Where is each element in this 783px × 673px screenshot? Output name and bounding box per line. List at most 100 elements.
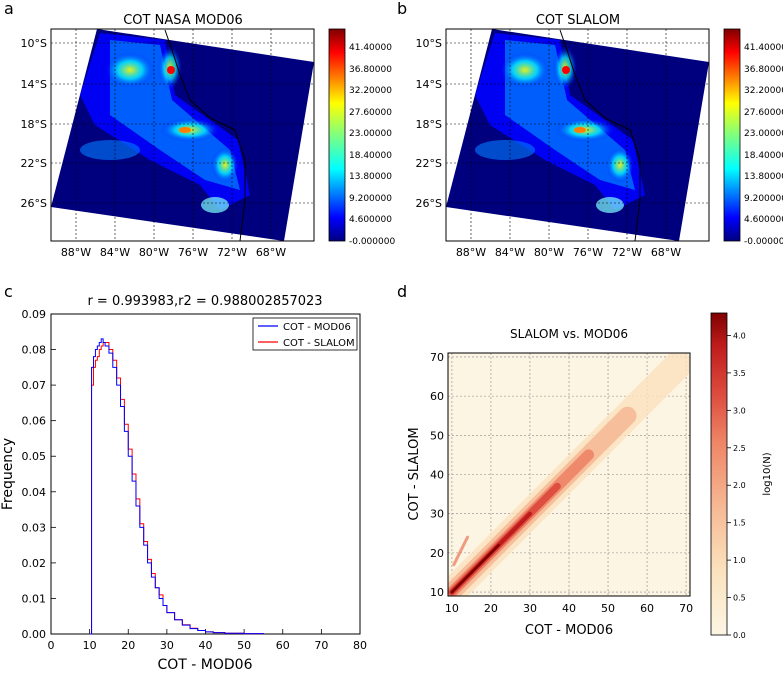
density-ytick-label: 50: [430, 429, 444, 442]
hist-ytick-label: 0.05: [22, 450, 47, 463]
density-streak: [452, 535, 470, 567]
hist-legend: COT - MOD06 COT - SLALOM: [252, 317, 358, 351]
hist-xtick-label: 10: [83, 639, 97, 652]
density-colorbar-tick: 0.0: [733, 631, 746, 640]
map-b-colorbar: [723, 28, 741, 242]
map-b-colorbar-tick: 23.00000: [744, 129, 783, 139]
map-b-coastline: [559, 29, 641, 241]
map-b-lat-label: 26°S: [416, 197, 442, 210]
map-b-lat-label: 18°S: [416, 118, 442, 131]
hist-ytick-label: 0.06: [22, 415, 47, 428]
histogram-panel-c: r = 0.993983,r2 = 0.988002857023 0 10 20 30…: [0, 294, 367, 673]
density-xtick-label: 40: [562, 602, 576, 615]
map-a-lon-label: 88°W: [61, 246, 91, 259]
map-a-lat-label: 18°S: [21, 118, 47, 131]
map-b-colorbar-tick: 27.60000: [744, 108, 783, 118]
map-b-colorbar-tick: -0.000000: [744, 237, 783, 247]
map-a-gridlines: [51, 29, 314, 241]
density-title: SLALOM vs. MOD06: [510, 327, 628, 341]
hist-ytick-label: 0.01: [22, 592, 47, 605]
map-a-frame: [50, 28, 315, 242]
map-b-lon-label: 72°W: [612, 246, 642, 259]
density-band-5: [450, 543, 500, 594]
hist-ytick-label: 0.08: [22, 344, 47, 357]
hist-plot-area: [50, 313, 361, 635]
map-a-lat-label: 14°S: [21, 78, 47, 91]
density-colorbar-tick: 1.0: [733, 556, 746, 565]
map-a-colorbar-tick: 4.600000: [349, 215, 392, 225]
map-a-lon-label: 68°W: [256, 246, 286, 259]
panel-label-b: b: [397, 0, 407, 18]
hist-ytick-label: 0.00: [22, 628, 47, 641]
density-xtick-label: 50: [601, 602, 615, 615]
density-colorbar-tick: 3.0: [733, 406, 746, 415]
map-a-coastline: [164, 29, 246, 241]
map-a-lon-label: 72°W: [217, 246, 247, 259]
map-b-cloud-field: [475, 33, 645, 213]
map-a-colorbar-tick: 23.00000: [349, 129, 392, 139]
hist-xtick-label: 20: [121, 639, 135, 652]
density-xtick-label: 30: [523, 602, 537, 615]
density-ytick-label: 30: [430, 508, 444, 521]
map-b-colorbar-tick: 13.80000: [744, 172, 783, 182]
density-xtick-label: 10: [445, 602, 459, 615]
map-b-colorbar-tick: 36.80000: [744, 65, 783, 75]
density-colorbar-tick: 2.0: [733, 481, 746, 490]
map-a-colorbar-tick: 36.80000: [349, 65, 392, 75]
map-b-lon-label: 84°W: [495, 246, 525, 259]
hist-xtick-label: 60: [276, 639, 290, 652]
density-ytick-label: 70: [430, 351, 444, 364]
density-ytick-label: 60: [430, 390, 444, 403]
density-xtick-label: 20: [484, 602, 498, 615]
density-ytick-label: 20: [430, 547, 444, 560]
map-a-colorbar-tick: 32.20000: [349, 86, 392, 96]
hist-ylabel: Frequency: [0, 438, 16, 510]
density-colorbar-tick: 3.5: [733, 369, 746, 378]
panel-label-c: c: [4, 282, 13, 301]
map-b-lat-label: 22°S: [416, 157, 442, 170]
density-xlabel: COT - MOD06: [525, 623, 613, 638]
map-b-lat-label: 14°S: [416, 78, 442, 91]
hist-xlabel: COT - MOD06: [158, 657, 253, 673]
map-a-colorbar-tick: -0.000000: [349, 237, 395, 247]
map-b-colorbar-tick: 32.20000: [744, 86, 783, 96]
map-b-gridlines: [446, 29, 709, 241]
hist-xtick-label: 0: [48, 639, 55, 652]
density-colorbar-tick: 4.0: [733, 331, 746, 340]
hist-ytick-label: 0.09: [22, 308, 47, 321]
density-xtick-label: 70: [679, 602, 693, 615]
density-panel-d: SLALOM vs. MOD06 10 20 30 40 50 60 70 10 20 30 40…: [407, 312, 773, 640]
map-b-colorbar-tick: 4.600000: [744, 215, 783, 225]
density-ytick-label: 40: [430, 469, 444, 482]
hist-ytick-label: 0.02: [22, 557, 47, 570]
map-a-lat-label: 22°S: [21, 157, 47, 170]
hist-xtick-label: 50: [237, 639, 251, 652]
legend-label-mod06: COT - MOD06: [283, 322, 351, 333]
hist-xtick-label: 30: [160, 639, 174, 652]
map-b-colorbar-tick: 41.40000: [744, 43, 783, 53]
map-a-colorbar-tick: 18.40000: [349, 151, 392, 161]
map-a-colorbar-tick: 9.200000: [349, 194, 392, 204]
panel-label-a: a: [4, 0, 14, 18]
hist-ytick-label: 0.03: [22, 521, 47, 534]
map-a-colorbar-tick: 27.60000: [349, 108, 392, 118]
map-a-lat-label: 10°S: [21, 37, 47, 50]
map-b-lon-label: 76°W: [573, 246, 603, 259]
density-xtick-label: 60: [640, 602, 654, 615]
density-colorbar-tick: 2.5: [733, 444, 746, 453]
map-a-lon-label: 84°W: [100, 246, 130, 259]
hist-xtick-label: 40: [199, 639, 213, 652]
hist-xtick-label: 80: [353, 639, 367, 652]
density-colorbar-tick: 1.5: [733, 519, 746, 528]
map-b-frame: [445, 28, 710, 242]
legend-label-slalom: COT - SLALOM: [283, 338, 355, 349]
map-b-lat-label: 10°S: [416, 37, 442, 50]
hist-xtick-label: 70: [314, 639, 328, 652]
density-colorbar: [710, 312, 728, 636]
density-ylabel: COT - SLALOM: [407, 427, 422, 520]
map-a-lat-label: 26°S: [21, 197, 47, 210]
map-a-lon-label: 80°W: [139, 246, 169, 259]
density-colorbar-label: log10(N): [762, 452, 773, 495]
map-b-lon-label: 88°W: [456, 246, 486, 259]
